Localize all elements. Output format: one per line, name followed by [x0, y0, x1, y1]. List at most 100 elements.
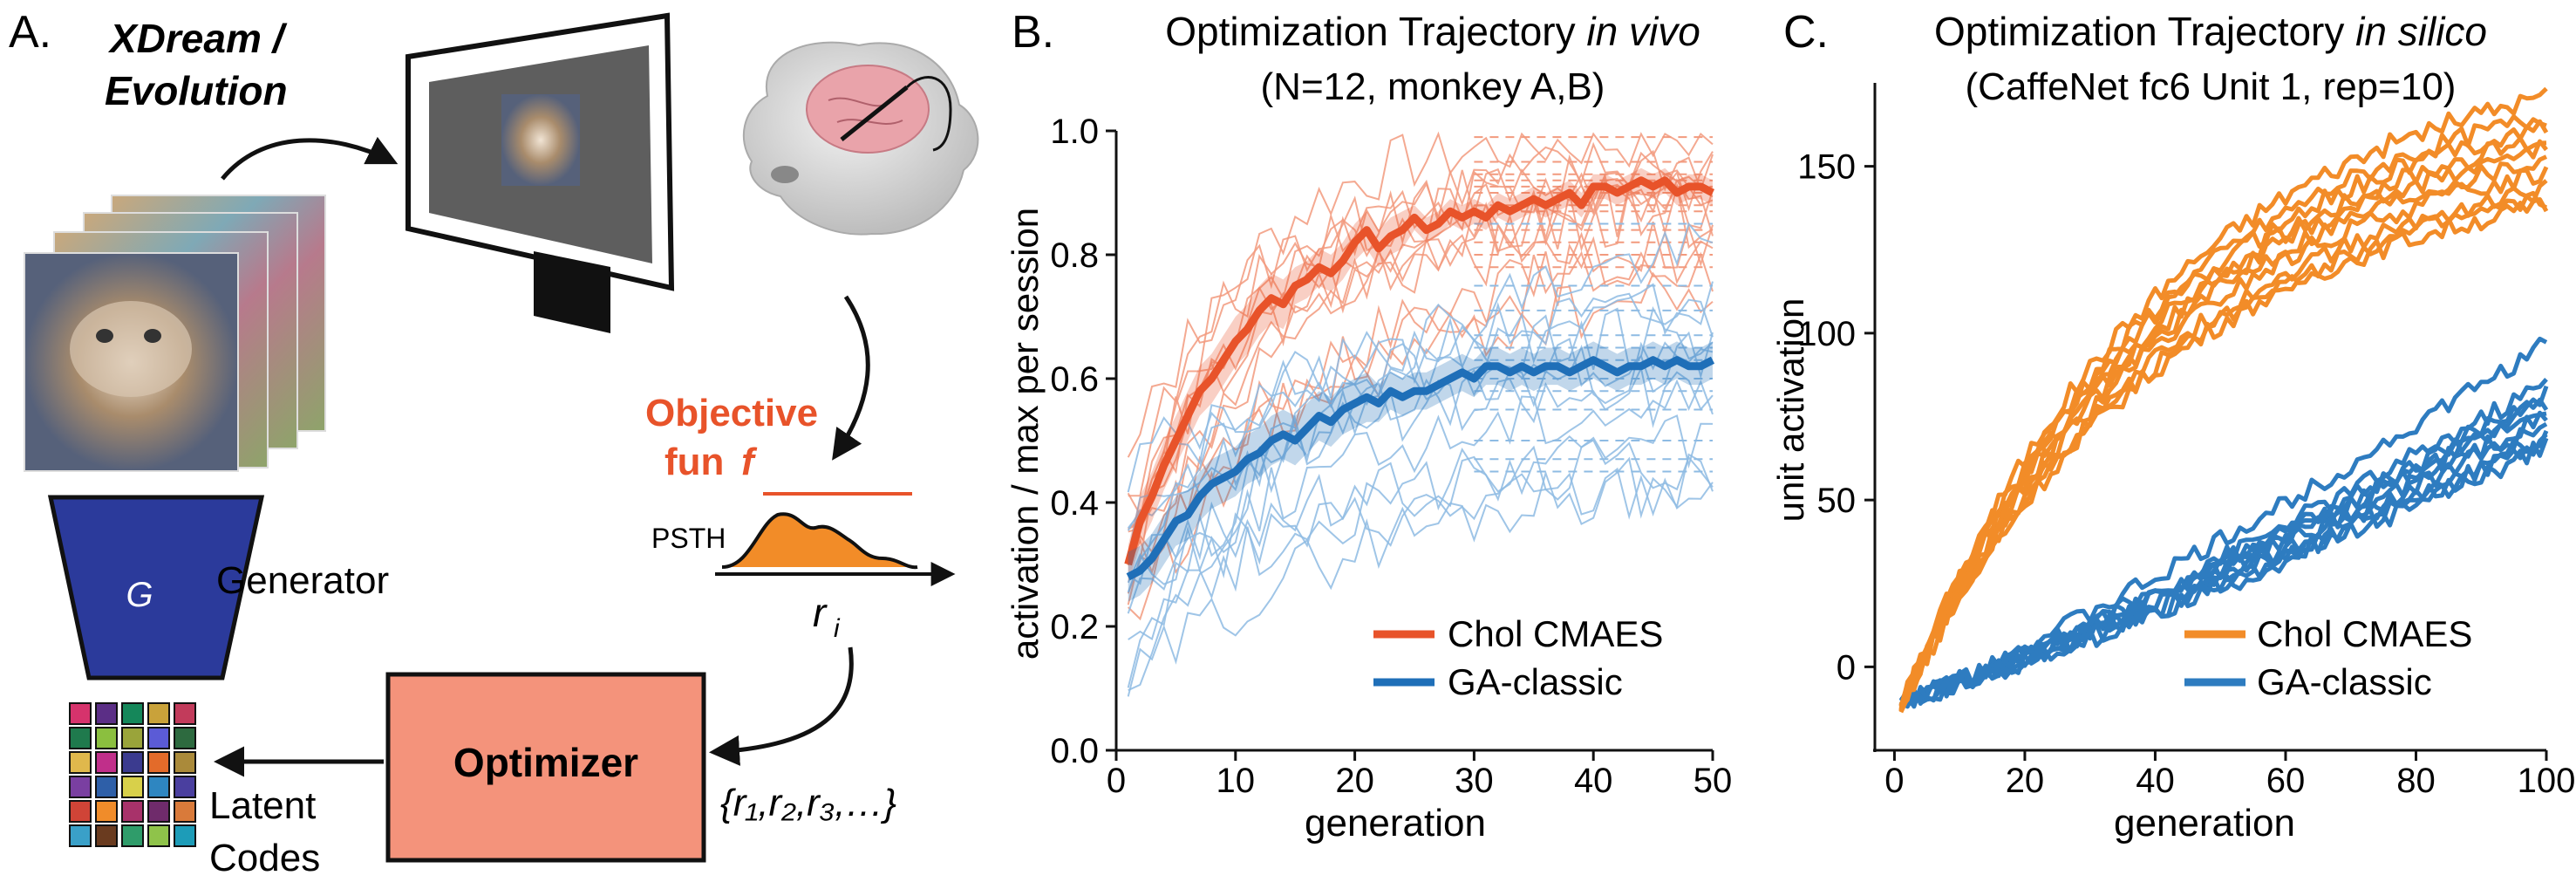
scores-label: {r₁,r₂,r₃,…} [720, 782, 896, 824]
chart-c-cmaes-rep-line [1899, 166, 2549, 709]
arrow-response-to-optimizer [709, 646, 854, 766]
panel-b-title-italic: in vivo [1586, 9, 1700, 54]
chart-b-session-line [1127, 453, 1714, 697]
chart-b-session-line [1127, 174, 1714, 458]
latent-code-cell [121, 800, 144, 823]
chart-b-xtick-label: 50 [1693, 762, 1733, 800]
chart-c-cmaes-rep-line [1898, 190, 2548, 707]
response-subscript: i [834, 614, 841, 643]
panel-b-xlabel: generation [1305, 802, 1486, 845]
latent-label-line2: Codes [209, 837, 320, 879]
chart-b-ga-mean-line [1126, 356, 1715, 581]
chart-c-cmaes-rep-line [1898, 114, 2547, 712]
panel-c-title-line1: Optimization Trajectory in silico [1934, 9, 2487, 54]
latent-code-cell [69, 702, 92, 725]
latent-code-cell [95, 751, 118, 774]
panel-a-title-line1: XDream / [107, 16, 288, 61]
chart-b-session-line [1127, 292, 1714, 593]
latent-code-cell [69, 800, 92, 823]
chart-c-xtick-label: 60 [2266, 762, 2306, 800]
chart-c-ytick-label: 150 [1797, 148, 1856, 187]
chart-b-session-line [1127, 467, 1714, 585]
latent-code-cell [95, 800, 118, 823]
panel-b-title-line2: (N=12, monkey A,B) [1261, 65, 1605, 108]
arrow-stack-to-monitor [221, 136, 399, 181]
latent-code-cell [69, 727, 92, 749]
chart-c-ga-rep-line [1900, 437, 2549, 706]
chart-b-ytick-label: 0.2 [1050, 608, 1099, 646]
latent-code-cell [95, 824, 118, 847]
chart-c-xtick-label: 80 [2396, 762, 2436, 800]
chart-b-session-line [1128, 439, 1714, 585]
chart-b-xtick-label: 0 [1107, 762, 1126, 800]
chart-c-xtick-label: 100 [2518, 762, 2576, 800]
panel-c-title-plain: Optimization Trajectory [1934, 9, 2355, 54]
generator-symbol: G [126, 576, 153, 614]
chart-c-xtick-label: 20 [2006, 762, 2045, 800]
generator-label: Generator [216, 559, 389, 602]
chart-b-cmaes-mean-line [1124, 176, 1715, 566]
latent-code-cell [174, 727, 196, 749]
chart-b-session-line [1127, 131, 1714, 565]
panel-c-title-line2: (CaffeNet fc6 Unit 1, rep=10) [1966, 65, 2457, 108]
chart-b-ytick-label: 0.4 [1050, 484, 1099, 523]
panel-c: C. Optimization Trajectory in silico (Ca… [1770, 7, 2575, 845]
monkey-eye [771, 166, 799, 183]
latent-code-cell [174, 800, 196, 823]
stack-image-eye-left [96, 329, 113, 343]
chart-c-xtick-label: 40 [2136, 762, 2175, 800]
legend-b-cmaes-label: Chol CMAES [1448, 613, 1663, 654]
chart-b-xtick-label: 10 [1216, 762, 1256, 800]
panel-a-title-line2: Evolution [105, 68, 288, 113]
chart-b-ytick-label: 0.6 [1050, 360, 1099, 399]
latent-code-cell [147, 800, 170, 823]
panel-a-letter: A. [9, 7, 51, 58]
chart-b-xtick-label: 40 [1574, 762, 1613, 800]
objective-label-line2-word: fun [664, 441, 724, 483]
chart-c-ytick-label: 0 [1837, 648, 1856, 687]
latent-code-cell [174, 776, 196, 798]
chart-b-session-line [1128, 222, 1714, 692]
chart-b-session-line [1127, 306, 1714, 529]
panel-c-legend: Chol CMAES GA-classic [2184, 613, 2472, 702]
chart-b-session-line [1128, 229, 1714, 621]
panel-c-xlabel: generation [2114, 802, 2295, 845]
chart-b-xtick-label: 20 [1335, 762, 1374, 800]
monitor-stand [534, 251, 610, 333]
panel-a: A. XDream / Evolution [9, 7, 979, 879]
panel-c-ylabel: unit activation [1770, 298, 1811, 523]
response-symbol: r [813, 590, 828, 635]
latent-code-cell [174, 751, 196, 774]
optimizer-block [385, 672, 706, 863]
chart-c-xtick-label: 0 [1884, 762, 1904, 800]
latent-code-cell [121, 727, 144, 749]
objective-label-line1: Objective [645, 392, 818, 434]
latent-code-cell [121, 824, 144, 847]
psth-histogram [722, 514, 917, 568]
chart-c-cmaes-rep-line [1898, 197, 2549, 707]
monitor-stimulus-image [501, 94, 580, 186]
chart-c-ga-rep-line [1899, 429, 2549, 705]
latent-code-cell [147, 727, 170, 749]
chart-b-xtick-label: 30 [1455, 762, 1494, 800]
chart-c-ytick-label: 100 [1797, 315, 1856, 353]
psth-outline [721, 512, 918, 570]
monkey-brain [806, 65, 930, 154]
latent-codes-grid [69, 702, 196, 847]
latent-code-cell [174, 702, 196, 725]
panel-b-title-line1: Optimization Trajectory in vivo [1165, 9, 1700, 54]
chart-b-session-line [1127, 379, 1714, 614]
panel-b: B. Optimization Trajectory in vivo (N=12… [1005, 7, 1732, 845]
monitor [405, 12, 675, 333]
chart-c-cmaes-rep-line [1898, 139, 2548, 710]
latent-label-line1: Latent [209, 784, 316, 827]
latent-code-cell [147, 751, 170, 774]
panel-c-letter: C. [1783, 7, 1829, 58]
generator-block [47, 495, 265, 680]
latent-code-cell [69, 776, 92, 798]
chart-c-ytick-label: 50 [1817, 482, 1857, 520]
chart-c: 0 50 100 150 0 20 40 60 80 100 [1797, 83, 2575, 800]
chart-b-session-line [1128, 414, 1714, 641]
chart-b-ytick-label: 0.0 [1050, 732, 1099, 770]
